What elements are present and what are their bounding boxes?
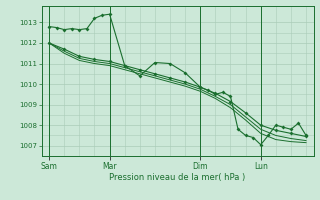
X-axis label: Pression niveau de la mer( hPa ): Pression niveau de la mer( hPa ) xyxy=(109,173,246,182)
